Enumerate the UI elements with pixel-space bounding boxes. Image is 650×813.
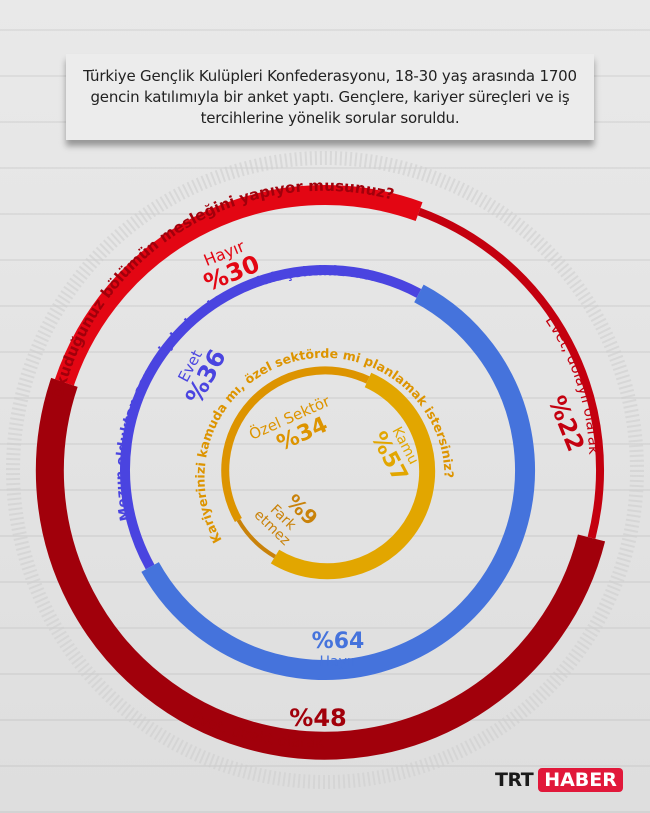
q3-fark-arc [236,518,277,559]
logo-haber: HABER [538,768,623,792]
q3-fark-label: %9 Fark etmez [251,489,323,548]
q2-hayir-label: Hayır [319,654,356,670]
intro-box: Türkiye Gençlik Kulüpleri Konfederasyonu… [66,54,594,140]
q3-ozel-label: Özel Sektör %34 [246,391,334,457]
q3-kamu-arc [270,372,436,580]
q2-title: Mezun olduktan sonra iş bulmakta zorluk … [113,263,379,522]
q2-hayir-value: %64 [312,629,365,654]
decorative-ring [6,151,644,789]
q1-hayir-arc [54,185,423,386]
intro-text: Türkiye Gençlik Kulüpleri Konfederasyonu… [83,66,577,127]
q1-direkt-arc [35,377,606,760]
q2-evet-arc [120,265,422,570]
q1-direkt-value: %48 [289,704,346,732]
q3-ozel-arc [221,366,370,522]
q2-hayir-arc [141,284,535,680]
trt-haber-logo: TRT HABER [495,768,623,792]
logo-trt: TRT [495,769,534,791]
q1-dolayli-arc [417,207,605,539]
